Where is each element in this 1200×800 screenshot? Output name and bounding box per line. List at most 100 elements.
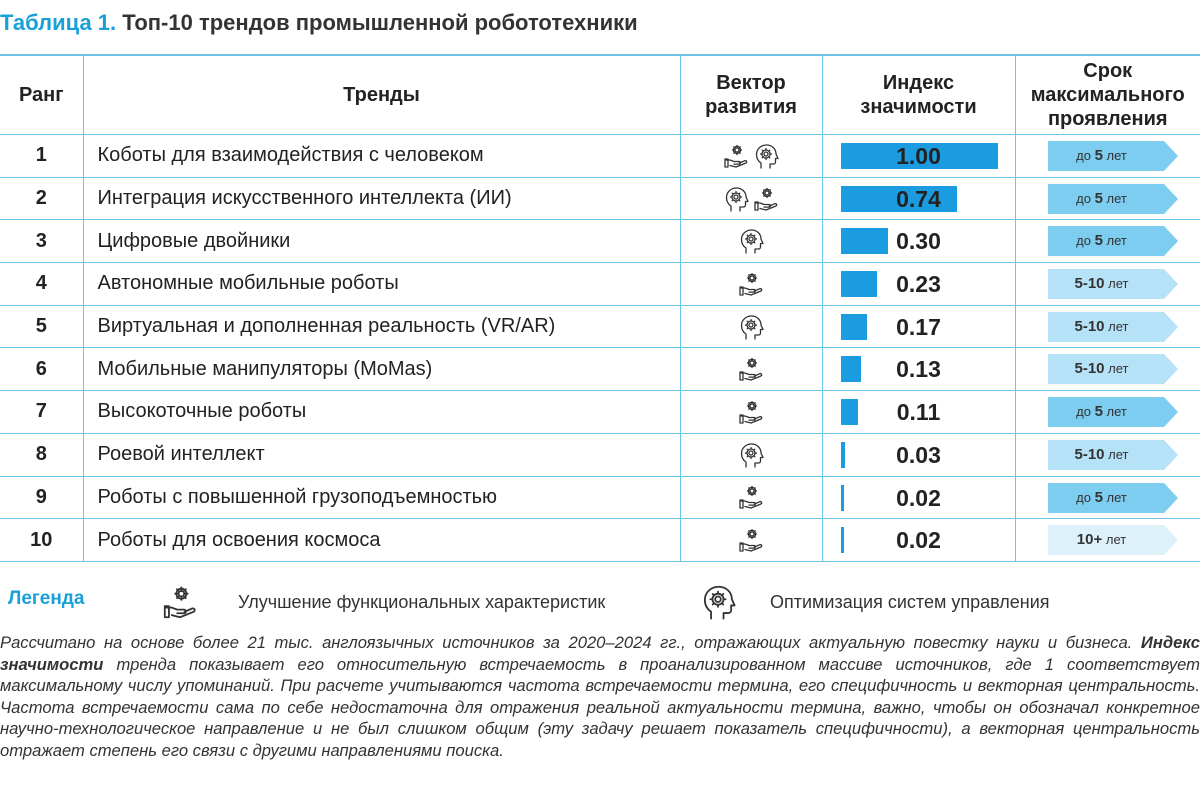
term-arrow-shape [1047, 397, 1178, 428]
trend: Цифровые двойники [82, 219, 681, 264]
vector-icon [754, 187, 778, 211]
index-label: 0.17 [896, 313, 941, 340]
term-label: до 5 лет [1048, 477, 1156, 519]
trend: Коботы для взаимодействия с человеком [82, 134, 681, 178]
term-cell: 5-10 лет [1014, 304, 1200, 349]
legend-title: Легенда [8, 588, 85, 609]
term-unit: лет [1108, 361, 1129, 377]
vector-icon [740, 229, 764, 254]
index-bar [840, 399, 858, 426]
term-arrow-shape [1047, 439, 1178, 470]
term-cell: 5-10 лет [1014, 347, 1200, 392]
table-row: 7 Высокоточные роботы 0.11 до 5 лет [0, 390, 1200, 434]
table-label: Таблица 1. [0, 10, 117, 35]
term-value: 5 [1094, 403, 1103, 421]
table-row: 2 Интеграция искусственного интеллекта (И… [0, 176, 1200, 221]
vector-icon [739, 486, 763, 509]
index-label: 0.03 [896, 441, 941, 468]
vector-cell [679, 347, 823, 392]
legend: Легенда Улучшение функциональных характе… [0, 584, 1200, 620]
vector-cell [679, 304, 823, 349]
rank: 9 [0, 475, 84, 520]
term-cell: 10+ лет [1014, 518, 1200, 562]
term-unit: лет [1108, 276, 1129, 292]
index-bar [840, 527, 844, 554]
trend: Высокоточные роботы [82, 390, 681, 434]
index-label: 0.74 [896, 185, 941, 212]
index-cell: 0.13 [821, 347, 1016, 392]
term-value: 5-10 [1074, 360, 1105, 378]
term-value: 5-10 [1074, 275, 1105, 293]
term-value: 10+ [1076, 531, 1103, 549]
trend: Виртуальная и дополненная реальность (VR… [82, 304, 681, 349]
term-arrow-shape [1047, 269, 1178, 300]
rank: 4 [0, 262, 84, 306]
term-arrow [1047, 397, 1178, 428]
term-cell: 5-10 лет [1014, 432, 1200, 477]
index-cell: 0.02 [821, 518, 1016, 562]
term-cell: до 5 лет [1014, 475, 1200, 520]
trend: Интеграция искусственного интеллекта (ИИ… [82, 176, 681, 221]
term-value: 5-10 [1074, 445, 1105, 463]
trend: Автономные мобильные роботы [82, 262, 681, 306]
index-label: 0.11 [896, 399, 941, 426]
footnote-term: Индекс значимости [0, 633, 1200, 674]
term-value: 5 [1094, 488, 1103, 506]
legend-item: Оптимизация систем управления [770, 592, 1050, 612]
index-label: 0.13 [896, 356, 941, 383]
index-bar [840, 356, 861, 383]
index-cell: 0.17 [821, 304, 1016, 349]
index-label: 0.02 [896, 527, 941, 554]
term-unit: лет [1108, 446, 1129, 462]
term-prefix: до [1076, 489, 1091, 505]
term-label: 5-10 лет [1048, 306, 1156, 348]
index-cell: 1.00 [821, 134, 1016, 178]
table-row: 6 Мобильные манипуляторы (MoMas) 0.13 5-10 … [0, 347, 1200, 392]
header-row: Ранг Тренды Вектор развития Индекс значимос… [0, 54, 1200, 135]
rank: 10 [0, 518, 84, 562]
vector-cell [679, 219, 823, 264]
index-label: 0.30 [896, 228, 941, 255]
term-arrow [1047, 141, 1178, 171]
index-cell: 0.30 [821, 219, 1016, 264]
rank: 6 [0, 347, 84, 392]
vector-icon [163, 586, 196, 619]
term-label: 5-10 лет [1048, 263, 1156, 305]
table-row: 4 Автономные мобильные роботы 0.23 5-10 лет [0, 262, 1200, 306]
term-arrow [1047, 311, 1178, 342]
vector-icon [740, 443, 764, 468]
legend-item: Улучшение функциональных характеристик [238, 592, 606, 612]
term-unit: лет [1106, 489, 1127, 505]
term-label: до 5 лет [1048, 178, 1156, 220]
term-label: до 5 лет [1048, 220, 1156, 262]
term-cell: до 5 лет [1014, 390, 1200, 434]
index-bar [840, 228, 888, 255]
vector-icon [739, 528, 763, 552]
table-row: 5 Виртуальная и дополненная реальность (V… [0, 304, 1200, 349]
vector-cell [679, 518, 823, 562]
term-arrow-shape [1047, 354, 1178, 385]
trends-table: Ранг Тренды Вектор развития Индекс значимос… [0, 54, 1200, 562]
term-label: 10+ лет [1048, 519, 1156, 561]
vector-icon [703, 585, 736, 620]
index-label: 0.02 [896, 484, 941, 511]
term-unit: лет [1106, 404, 1127, 420]
term-arrow [1047, 269, 1178, 300]
term-label: до 5 лет [1048, 135, 1156, 177]
index-bar [840, 143, 998, 169]
index-bar [840, 484, 844, 511]
term-prefix: до [1076, 148, 1091, 163]
vector-cell [679, 390, 823, 434]
term-arrow [1047, 226, 1178, 257]
vector-icon [740, 314, 764, 340]
index-cell: 0.23 [821, 262, 1016, 306]
column-header: Индекс значимости [821, 54, 1016, 135]
term-value: 5 [1094, 189, 1103, 207]
term-arrow-shape [1047, 226, 1178, 257]
term-cell: 5-10 лет [1014, 262, 1200, 306]
term-arrow [1047, 439, 1178, 470]
term-arrow [1047, 354, 1178, 385]
term-arrow-shape [1047, 311, 1178, 342]
vector-cell [679, 176, 823, 221]
